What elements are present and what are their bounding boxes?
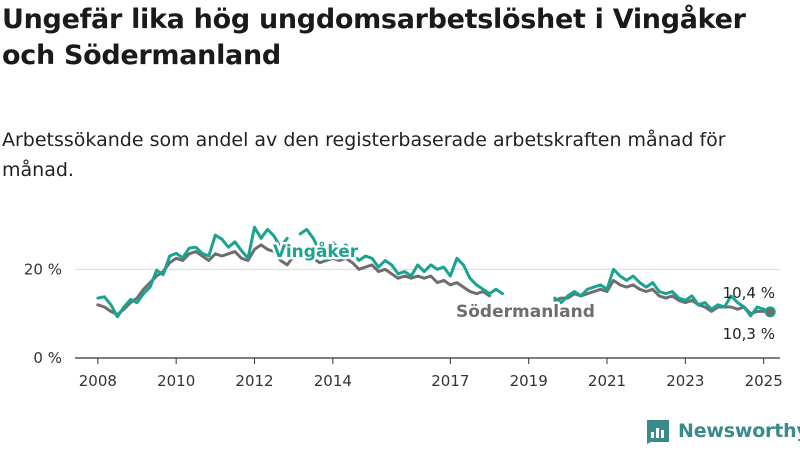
- series-label-sodermanland-halo: Södermanland: [456, 302, 595, 322]
- x-tick-label: 2012: [235, 372, 273, 390]
- end-label-sodermanland: 10,3 %: [723, 325, 775, 343]
- series-line-vingaker: [96, 225, 289, 319]
- newsworthy-logo-icon: [647, 420, 669, 444]
- x-tick-label: 2008: [79, 372, 117, 390]
- end-label-vingaker: 10,4 %: [723, 284, 775, 302]
- series-line-sodermanland: [553, 278, 772, 316]
- x-tick-label: 2023: [666, 372, 704, 390]
- brand-name: Newsworthy: [678, 420, 800, 442]
- x-tick-label: 2010: [157, 372, 195, 390]
- y-tick-label: 0 %: [33, 349, 62, 367]
- series-label-vingaker: Vingåker: [273, 240, 359, 262]
- brand: Newsworthy: [645, 418, 800, 444]
- series-label-sodermanland: Södermanland: [456, 302, 595, 322]
- end-point-sodermanland: [766, 308, 775, 317]
- x-tick-label: 2019: [510, 372, 548, 390]
- x-tick-label: 2021: [588, 372, 626, 390]
- x-tick-label: 2025: [745, 372, 783, 390]
- series-line-vingaker: [298, 227, 505, 296]
- chart-subtitle: Arbetssökande som andel av den registerb…: [2, 129, 726, 181]
- series-label-vingaker-halo: Vingåker: [273, 240, 359, 262]
- y-tick-label: 20 %: [24, 260, 62, 278]
- x-tick-label: 2014: [314, 372, 352, 390]
- chart-title: Ungefär lika hög ungdomsarbetslöshet i V…: [2, 4, 746, 71]
- series-line-vingaker: [553, 267, 772, 318]
- line-chart: 0 % 20 % 2008 2010 2012 2014 2017 2019 2021 2023 2…: [24, 225, 783, 390]
- x-tick-label: 2017: [431, 372, 469, 390]
